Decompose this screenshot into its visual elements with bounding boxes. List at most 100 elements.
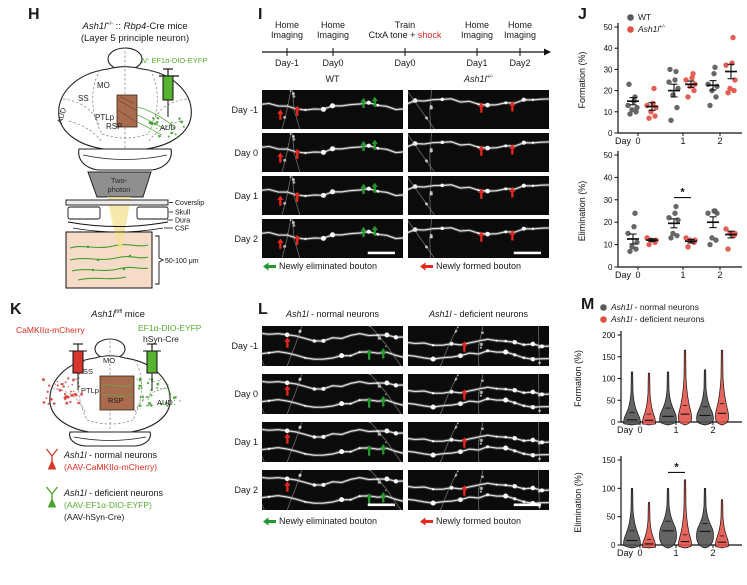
- timeline-day-2: Day0: [394, 58, 416, 68]
- region-label-mo: MO: [103, 356, 115, 365]
- timeline-event-3: Home Imaging: [460, 20, 494, 40]
- legend-eliminated-bouton: Newly eliminated bouton: [263, 516, 377, 526]
- eyfp-axons-in-tissue: [69, 244, 149, 281]
- svg-text:Formation (%): Formation (%): [577, 51, 587, 108]
- timeline-event-0: Home Imaging: [270, 20, 304, 40]
- layer-label-csf: CSF: [175, 226, 189, 233]
- gene-ash1l: Ash1l: [82, 21, 107, 32]
- row-label-day0: Day 0: [234, 389, 258, 399]
- microscopy-wt-day0: [262, 133, 403, 172]
- svg-text:50: 50: [604, 151, 613, 160]
- svg-text:0: 0: [635, 270, 640, 280]
- microscopy-wt-day1: [262, 176, 403, 215]
- region-label-ptlp: PTLp: [81, 386, 99, 395]
- timeline-event-4: Home Imaging: [503, 20, 537, 40]
- green-left-arrow-icon: [263, 262, 276, 270]
- region-label-aud-left: AUD: [55, 106, 68, 124]
- gene-rbp4: Rbp4: [123, 21, 147, 32]
- normal-neuron-label: Ash1l - normal neurons: [64, 450, 158, 460]
- brain-diagram-k: MO SS PTLp RSP AUD: [42, 338, 181, 447]
- svg-text:150: 150: [602, 456, 616, 465]
- layer-label-dura: Dura: [175, 218, 190, 225]
- microscopy-normal-day1: [262, 422, 403, 462]
- green-left-arrow-icon: [263, 517, 276, 525]
- deficient-neuron-construct-1: (AAV-EF1α-DIO-EYFP): [64, 500, 152, 510]
- svg-text:Formation (%): Formation (%): [573, 350, 583, 407]
- skull-right: [136, 206, 169, 220]
- svg-text:Day: Day: [617, 548, 634, 558]
- svg-text:Day: Day: [615, 136, 632, 146]
- svg-text:20: 20: [604, 87, 613, 96]
- svg-text:Elimination (%): Elimination (%): [573, 472, 583, 533]
- deficient-dot-icon: [600, 315, 607, 323]
- svg-text:150: 150: [602, 353, 616, 362]
- region-label-aud-right: AUD: [160, 123, 176, 132]
- microscopy-mut-day-1: [408, 90, 549, 129]
- column-header-wt: WT: [325, 74, 340, 84]
- hsyn-cre-label: hSyn-Cre: [143, 334, 179, 344]
- svg-text:0: 0: [608, 129, 613, 138]
- microscopy-wt-day-1: [262, 90, 403, 129]
- region-label-rsp: RSP: [106, 122, 122, 131]
- svg-text:Elimination (%): Elimination (%): [577, 181, 587, 242]
- objective-label-2: photon: [108, 185, 131, 194]
- svg-text:10: 10: [604, 241, 613, 250]
- microscopy-normal-day2: [262, 470, 403, 510]
- svg-text:*: *: [674, 461, 679, 473]
- cranial-window-box: [99, 375, 135, 411]
- normal-neuron-icon: [45, 448, 59, 470]
- normal-neuron-construct: (AAV-CaMKIIα-mCherry): [64, 462, 158, 472]
- red-left-arrow-icon: [420, 517, 433, 525]
- depth-label: 50-100 μm: [165, 258, 199, 265]
- svg-text:0: 0: [637, 548, 642, 558]
- aav-construct-label: AAV: EF1α-DIO-EYFP: [133, 56, 208, 65]
- chart-j-elimination: 0 10 20 30 40 50 Elimination (%) Day 0 1 2 *: [577, 151, 742, 280]
- svg-text:2: 2: [710, 548, 715, 558]
- objective-label-1: Two-: [111, 176, 128, 185]
- eyfp-terminal-spray: [148, 116, 185, 139]
- panel-i-letter: I: [258, 6, 263, 23]
- objective-lens: [87, 171, 152, 198]
- legend-formed-bouton: Newly formed bouton: [420, 516, 521, 526]
- svg-text:100: 100: [602, 484, 616, 493]
- syringe-icon: [159, 68, 179, 117]
- depth-bracket: [155, 235, 165, 285]
- ef1a-dio-eyfp-label: EF1α-DIO-EYFP: [138, 323, 202, 333]
- mcherry-syringe-icon: [69, 343, 87, 390]
- svg-text:1: 1: [673, 548, 678, 558]
- region-label-aud: AUD: [157, 398, 173, 407]
- svg-text:0: 0: [611, 418, 616, 427]
- row-label-day-1: Day -1: [231, 341, 258, 351]
- timeline-arrowhead: [544, 48, 551, 56]
- j-legend: WT Ash1l+/-: [627, 11, 665, 35]
- svg-text:50: 50: [607, 396, 616, 405]
- svg-text:1: 1: [673, 425, 678, 435]
- normal-dot-icon: [600, 303, 607, 311]
- svg-text:0: 0: [608, 263, 613, 272]
- column-header-ash1l: Ash1l+/-: [464, 74, 493, 84]
- csf-layer: [72, 227, 164, 233]
- timeline-axis: [262, 48, 551, 56]
- svg-text:Day: Day: [615, 270, 632, 280]
- wt-dot-icon: [627, 13, 634, 21]
- deficient-neuron-icon: [45, 486, 59, 508]
- timeline-event-2: Train CtxA tone + shock: [368, 20, 442, 40]
- row-label-day1: Day 1: [234, 191, 258, 201]
- svg-text:0: 0: [637, 425, 642, 435]
- chart-m-elimination: 0 50 100 150 Elimination (%) Day 0 1 2 *: [573, 456, 742, 558]
- legend-eliminated-bouton: Newly eliminated bouton: [263, 261, 377, 271]
- svg-text:50: 50: [604, 23, 613, 32]
- layer-label-coverslip: Coverslip: [175, 200, 204, 207]
- mcherry-axon-speckles: [42, 377, 84, 405]
- dura-layer: [67, 221, 169, 227]
- timeline-day-3: Day1: [466, 58, 488, 68]
- timeline-day-0: Day-1: [274, 58, 299, 68]
- svg-text:40: 40: [604, 44, 613, 53]
- camkii-mcherry-label: CaMKIIα-mCherry: [16, 325, 85, 335]
- skull-left: [67, 206, 101, 220]
- row-label-day2: Day 2: [234, 485, 258, 495]
- svg-text:50: 50: [607, 513, 616, 522]
- microscopy-wt-day2: [262, 219, 403, 258]
- svg-text:100: 100: [602, 375, 616, 384]
